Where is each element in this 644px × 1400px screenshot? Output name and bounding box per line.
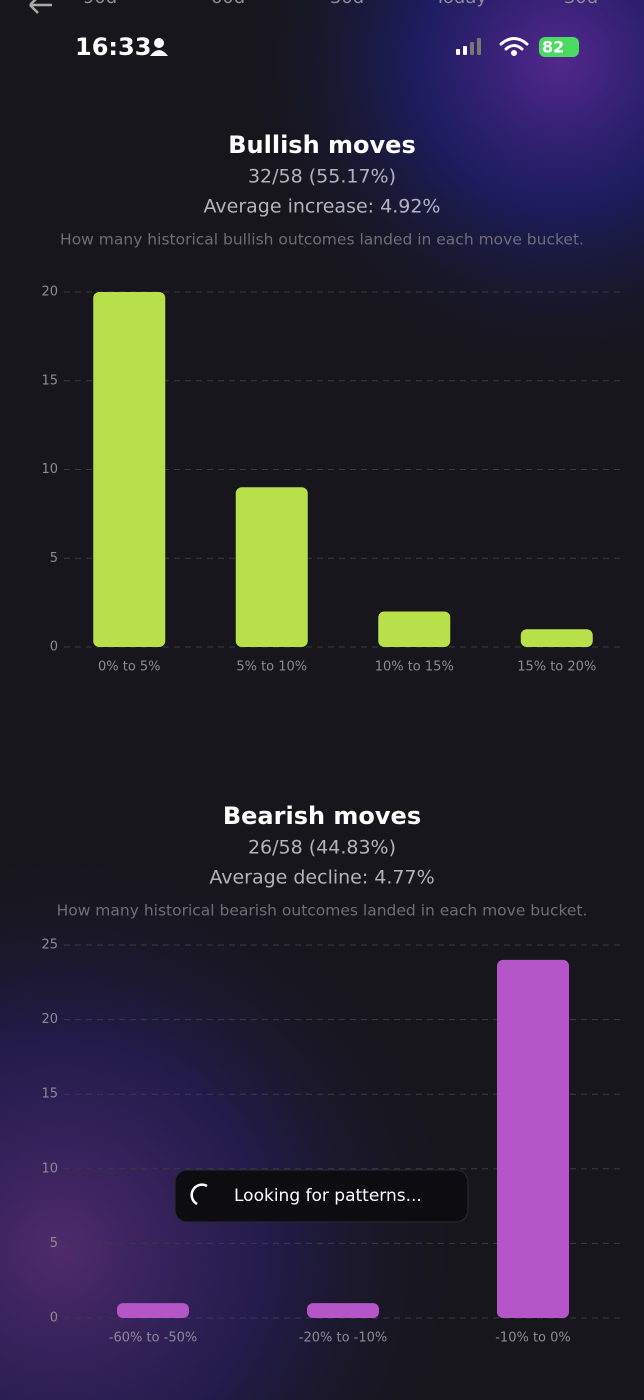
y-tick-label: 0: [50, 640, 58, 655]
bar: [235, 487, 308, 647]
chart-subtitle: 26/58 (44.83%): [248, 837, 396, 859]
battery: [539, 37, 579, 57]
x-tick-label: -20% to -10%: [299, 1331, 388, 1346]
chart-caption: How many historical bearish outcomes lan…: [57, 902, 588, 920]
signal-icon: [456, 38, 481, 55]
bar: [520, 629, 593, 647]
bar: [93, 292, 166, 647]
person-icon: [150, 38, 168, 56]
bar: [307, 1303, 379, 1318]
charts: Bullish moves 32/58 (55.17%) Average incre…: [41, 131, 622, 1346]
tab[interactable]: 60d: [211, 0, 245, 8]
y-tick-label: 10: [41, 1161, 58, 1176]
y-tick-label: 5: [50, 551, 58, 566]
chart-summary: Average decline: 4.77%: [209, 867, 434, 889]
toast-text: Looking for patterns...: [234, 1186, 422, 1206]
x-tick-label: -60% to -50%: [109, 1331, 198, 1346]
chart-title: Bullish moves: [228, 131, 416, 159]
y-tick-label: 10: [41, 462, 58, 477]
y-tick-label: 20: [41, 1012, 58, 1027]
y-tick-label: 25: [41, 938, 58, 953]
battery-level: 82: [542, 38, 564, 57]
chart-caption: How many historical bullish outcomes lan…: [60, 231, 584, 249]
y-tick-label: 5: [50, 1236, 58, 1251]
chart-title: Bearish moves: [223, 802, 421, 830]
y-tick-label: 0: [50, 1311, 58, 1326]
tab[interactable]: Today: [434, 0, 487, 8]
toast: Looking for patterns...: [174, 1169, 469, 1223]
y-tick-label: 20: [41, 285, 58, 300]
x-tick-label: 5% to 10%: [236, 660, 307, 675]
bar: [378, 611, 451, 647]
x-tick-label: 10% to 15%: [375, 660, 454, 675]
y-tick-label: 15: [41, 373, 58, 388]
chart-subtitle: 32/58 (55.17%): [248, 166, 396, 188]
x-tick-label: -10% to 0%: [495, 1331, 571, 1346]
tabs: 90d 60d 30d Today 30d: [83, 0, 598, 8]
chart-summary: Average increase: 4.92%: [204, 196, 441, 218]
y-tick-label: 15: [41, 1087, 58, 1102]
tab[interactable]: 30d: [330, 0, 364, 8]
tab[interactable]: 90d: [83, 0, 117, 8]
tab[interactable]: 30d: [564, 0, 598, 8]
back-button[interactable]: [29, 0, 52, 14]
bar: [117, 1303, 189, 1318]
x-tick-label: 0% to 5%: [98, 660, 161, 675]
clock: 16:33: [75, 33, 151, 61]
x-tick-label: 15% to 20%: [517, 660, 596, 675]
wifi-icon: [499, 37, 529, 56]
bar: [497, 959, 569, 1318]
spinner: [190, 1183, 208, 1206]
